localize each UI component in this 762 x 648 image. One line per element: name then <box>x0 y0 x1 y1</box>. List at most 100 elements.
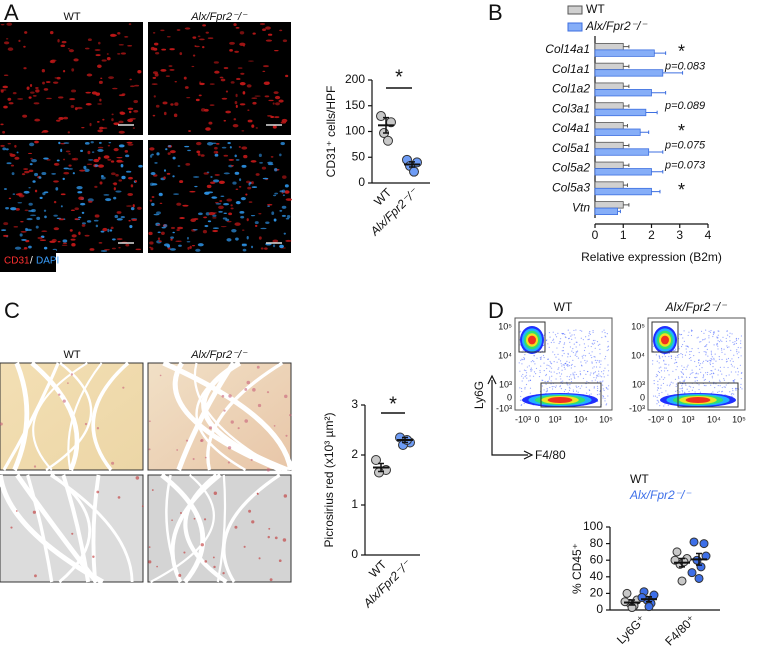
stain-spot <box>156 211 161 215</box>
stain-spot <box>169 48 175 51</box>
event <box>664 367 666 369</box>
stain-spot <box>134 180 138 183</box>
event <box>571 338 573 340</box>
event <box>551 388 554 390</box>
event <box>688 390 690 393</box>
event <box>651 363 654 365</box>
event <box>541 379 543 381</box>
stain-spot <box>209 83 215 85</box>
collagen <box>213 565 216 569</box>
event <box>695 365 697 368</box>
stain-spot <box>87 150 91 155</box>
density <box>528 335 536 345</box>
bar <box>594 108 647 117</box>
event <box>599 348 601 350</box>
event <box>707 371 709 374</box>
event <box>606 333 608 335</box>
event <box>718 355 720 358</box>
event <box>726 346 729 349</box>
stain-spot <box>44 215 47 219</box>
event <box>689 353 691 356</box>
stain-spot <box>14 144 17 148</box>
stain-spot <box>43 157 49 160</box>
event <box>731 358 733 360</box>
stain-spot <box>127 44 133 47</box>
event <box>573 343 575 345</box>
stain-spot <box>220 225 227 228</box>
event <box>680 376 683 378</box>
y-tick-label: -10³ <box>629 403 645 413</box>
event <box>530 361 532 363</box>
event <box>717 369 720 371</box>
event <box>566 383 568 385</box>
event <box>730 349 732 351</box>
event <box>740 377 742 380</box>
stain-spot <box>241 130 245 132</box>
stain-spot <box>216 143 220 145</box>
event <box>541 385 543 387</box>
event <box>549 360 551 363</box>
event <box>710 384 712 386</box>
stain-spot <box>220 78 226 82</box>
stain-spot <box>225 90 229 93</box>
stain-spot <box>191 245 196 247</box>
fiber-gap <box>206 361 284 471</box>
stain-spot <box>281 189 286 193</box>
stain-spot <box>35 86 39 89</box>
y-tick-label: 100 <box>345 124 365 138</box>
event <box>678 377 680 379</box>
x-tick-label: 10³ <box>548 414 561 424</box>
event <box>660 366 662 368</box>
error-bar <box>629 599 635 606</box>
stain-spot <box>202 229 208 234</box>
panel-letter: A <box>4 0 19 25</box>
stain-spot <box>54 77 58 79</box>
axis-arrow <box>487 374 534 460</box>
event <box>725 361 728 363</box>
stain-spot <box>223 154 229 157</box>
stain-spot <box>103 194 110 196</box>
event <box>553 341 555 343</box>
stain-spot <box>252 101 257 105</box>
stain-spot <box>205 31 209 34</box>
y-tick-label: 40 <box>590 569 604 583</box>
event <box>532 375 535 377</box>
event <box>550 371 552 373</box>
event <box>588 332 590 334</box>
event <box>561 369 563 371</box>
event <box>719 380 721 383</box>
stain-spot <box>239 82 246 86</box>
gate <box>677 382 739 408</box>
event <box>598 393 600 395</box>
event <box>579 372 582 375</box>
stain-spot <box>74 218 79 221</box>
event <box>736 367 739 369</box>
stain-spot <box>60 44 66 48</box>
event <box>728 346 730 348</box>
event <box>698 384 700 386</box>
y-tick-label: 10⁴ <box>498 350 512 360</box>
event <box>528 365 530 367</box>
stain-spot <box>235 104 238 108</box>
stain-spot <box>76 106 83 110</box>
stain-spot <box>172 231 175 234</box>
error-bar <box>623 104 630 108</box>
stain-spot <box>71 234 77 238</box>
event <box>589 331 591 333</box>
stain-spot <box>230 204 233 207</box>
stain-spot <box>285 74 289 78</box>
event <box>733 393 735 395</box>
significance: * <box>395 66 403 88</box>
collagen <box>278 559 282 563</box>
collagen <box>96 427 100 430</box>
stain-spot <box>60 148 63 153</box>
stain-spot <box>62 239 68 243</box>
data-point <box>699 539 709 549</box>
panel-letter: B <box>488 0 503 25</box>
event <box>583 343 585 345</box>
event <box>737 374 739 376</box>
event <box>562 346 564 349</box>
stain-spot <box>246 84 252 88</box>
stain-spot <box>259 22 266 26</box>
event <box>519 344 521 346</box>
